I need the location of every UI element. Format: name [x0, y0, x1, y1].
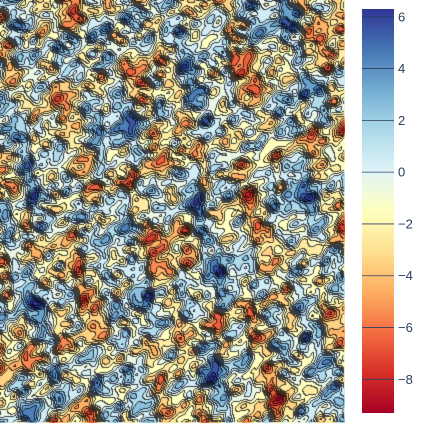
contour-plot-area	[0, 0, 345, 423]
colorbar-tick-label: −4	[398, 268, 413, 283]
colorbar-tick-label: 4	[398, 61, 405, 76]
colorbar-svg: 6 4 2 0 −2 −4 −6 −8	[362, 9, 413, 413]
colorbar-tick-label: −8	[398, 372, 413, 387]
colorbar-tick-label: 6	[398, 9, 405, 24]
colorbar-tick-label: 2	[398, 113, 405, 128]
colorbar: 6 4 2 0 −2 −4 −6 −8	[362, 9, 413, 413]
colorbar-gradient	[362, 9, 394, 413]
colorbar-tick-label: 0	[398, 165, 405, 180]
colorbar-tick-label: −6	[398, 320, 413, 335]
colorbar-tick-label: −2	[398, 216, 413, 231]
contour-heatmap	[0, 0, 345, 423]
